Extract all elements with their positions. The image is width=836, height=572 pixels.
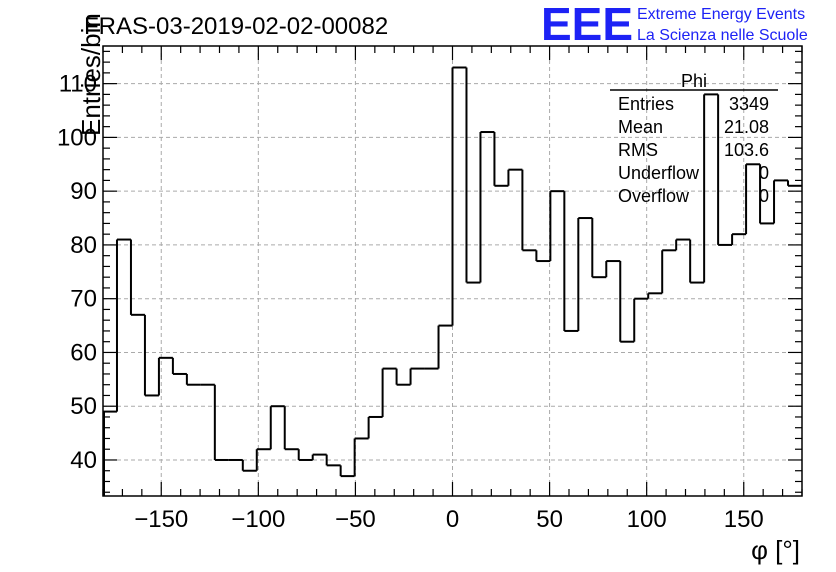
grid <box>103 46 802 496</box>
y-axis-label: Entries/bin <box>76 13 106 136</box>
stats-value-underflow: 0 <box>759 163 769 183</box>
stats-box: Phi Entries 3349 Mean 21.08 RMS 103.6 Underflo… <box>610 71 778 206</box>
y-axis-ticks: 40 50 60 70 80 90 100 110 <box>57 50 802 493</box>
stats-rows: Entries 3349 Mean 21.08 RMS 103.6 Underflow 0 Ov… <box>618 94 769 206</box>
x-tick-label-0: −150 <box>134 506 188 533</box>
y-tick-label-3: 70 <box>70 286 97 313</box>
y-tick-label-6: 100 <box>57 124 97 151</box>
y-tick-label-4: 80 <box>70 232 97 259</box>
histogram-series <box>103 66 802 496</box>
stats-name: Phi <box>681 71 707 91</box>
x-tick-label-1: −100 <box>231 506 285 533</box>
stats-value-entries: 3349 <box>729 94 769 114</box>
y-tick-label-5: 90 <box>70 178 97 205</box>
x-tick-label-6: 150 <box>724 506 764 533</box>
x-tick-label-4: 50 <box>536 506 563 533</box>
stats-value-mean: 21.08 <box>724 117 769 137</box>
x-axis-ticks: −150 −100 −50 0 50 100 150 <box>102 46 803 533</box>
stats-label-overflow: Overflow <box>618 186 690 206</box>
eee-logo: EEE Extreme Energy Events La Scienza nel… <box>541 0 808 50</box>
y-tick-label-1: 50 <box>70 393 97 420</box>
x-axis-label: φ [°] <box>751 535 800 565</box>
logo-mark: EEE <box>541 0 633 50</box>
stats-label-entries: Entries <box>618 94 674 114</box>
x-tick-label-5: 100 <box>627 506 667 533</box>
stats-value-rms: 103.6 <box>724 140 769 160</box>
stats-label-rms: RMS <box>618 140 658 160</box>
stats-label-mean: Mean <box>618 117 663 137</box>
y-tick-label-2: 60 <box>70 339 97 366</box>
y-tick-label-0: 40 <box>70 447 97 474</box>
logo-line2: La Scienza nelle Scuole <box>637 27 808 44</box>
stats-value-overflow: 0 <box>759 186 769 206</box>
y-tick-label-7: 110 <box>59 71 97 98</box>
x-tick-label-2: −50 <box>335 506 376 533</box>
stats-label-underflow: Underflow <box>618 163 700 183</box>
chart-title: FRAS-03-2019-02-02-00082 <box>84 13 388 40</box>
x-tick-label-3: 0 <box>446 506 459 533</box>
logo-line1: Extreme Energy Events <box>637 6 805 23</box>
